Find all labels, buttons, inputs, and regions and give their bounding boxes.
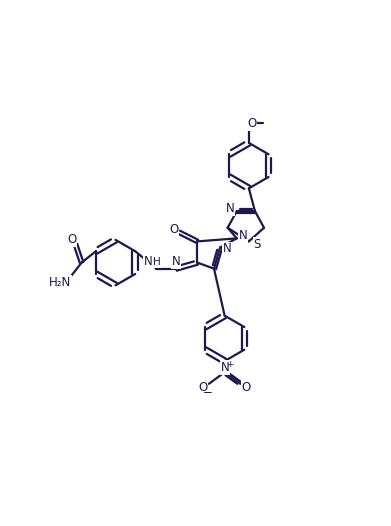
Text: N: N	[239, 229, 247, 242]
Text: N: N	[226, 202, 235, 215]
Text: S: S	[254, 238, 261, 251]
Text: H₂N: H₂N	[49, 276, 71, 289]
Text: N: N	[172, 256, 181, 268]
Text: N: N	[143, 256, 152, 268]
Text: O: O	[67, 234, 77, 246]
Text: +: +	[226, 360, 234, 369]
Text: N: N	[221, 361, 230, 374]
Text: O: O	[198, 381, 208, 394]
Text: O: O	[247, 117, 256, 130]
Text: O: O	[242, 381, 251, 394]
Text: O: O	[169, 223, 178, 236]
Text: H: H	[152, 257, 160, 267]
Text: N: N	[222, 242, 231, 256]
Text: −: −	[203, 386, 212, 399]
